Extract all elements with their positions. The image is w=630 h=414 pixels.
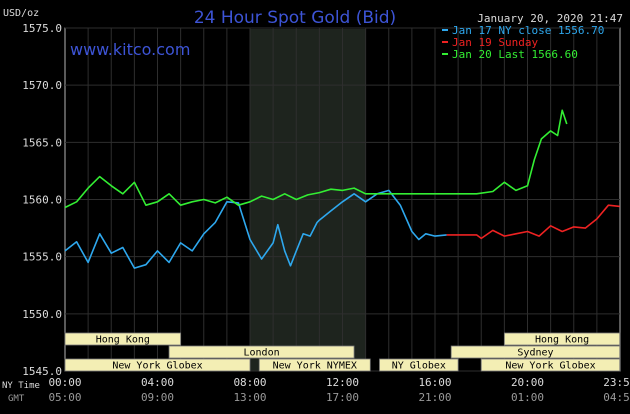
x-tick-label-ny: 00:00	[48, 376, 81, 389]
y-tick-label: 1545.0	[22, 365, 62, 378]
market-session-label: Hong Kong	[535, 335, 589, 346]
market-session-label: New York NYMEX	[273, 361, 357, 372]
market-session-box	[168, 345, 355, 359]
market-session-box	[379, 358, 459, 372]
market-session-label: New York Globex	[505, 361, 595, 372]
y-axis-label: USD/oz	[3, 8, 39, 19]
x-tick-label-ny: 04:00	[141, 376, 174, 389]
x-tick-label-gmt: 05:00	[48, 391, 81, 404]
legend-label: Jan 17 NY close 1556.70	[452, 24, 604, 37]
market-session-label: New York Globex	[112, 361, 202, 372]
x-tick-label-ny: 23:59	[603, 376, 630, 389]
series-line	[446, 204, 620, 240]
x-tick-label-ny: 12:00	[326, 376, 359, 389]
legend-label: Jan 20 Last 1566.60	[452, 48, 578, 61]
y-tick-label: 1570.0	[22, 79, 62, 92]
market-session-label: Sydney	[517, 348, 553, 359]
market-session-box	[64, 332, 182, 346]
market-session-label: Hong Kong	[96, 335, 150, 346]
market-session-box	[64, 358, 251, 372]
x-tick-label-ny: 20:00	[511, 376, 544, 389]
x-tick-label-gmt: 17:00	[326, 391, 359, 404]
market-session-box	[258, 358, 371, 372]
timestamp-label: January 20, 2020 21:47	[477, 12, 623, 25]
x-tick-label-gmt: 21:00	[418, 391, 451, 404]
x-tick-label-gmt: 09:00	[141, 391, 174, 404]
y-tick-label: 1550.0	[22, 308, 62, 321]
y-tick-label: 1565.0	[22, 136, 62, 149]
watermark-text: www.kitco.com	[70, 40, 190, 59]
market-session-label: NY Globex	[392, 361, 446, 372]
y-tick-label: 1560.0	[22, 194, 62, 207]
x-tick-label-ny: 16:00	[418, 376, 451, 389]
series-line	[64, 189, 447, 269]
x-tick-label-gmt: 01:00	[511, 391, 544, 404]
x-row-label-ny: NY Time	[2, 381, 40, 391]
market-session-box	[503, 332, 621, 346]
market-session-box	[450, 345, 621, 359]
legend-label: Jan 19 Sunday	[452, 36, 538, 49]
y-tick-label: 1575.0	[22, 22, 62, 35]
x-tick-label-gmt: 04:59	[603, 391, 630, 404]
market-session-box	[480, 358, 621, 372]
x-tick-label-ny: 08:00	[233, 376, 266, 389]
market-session-label: London	[244, 348, 280, 359]
x-tick-label-gmt: 13:00	[233, 391, 266, 404]
y-tick-label: 1555.0	[22, 251, 62, 264]
series-line	[64, 109, 568, 209]
x-row-label-gmt: GMT	[8, 394, 25, 404]
chart-title: 24 Hour Spot Gold (Bid)	[194, 8, 396, 28]
